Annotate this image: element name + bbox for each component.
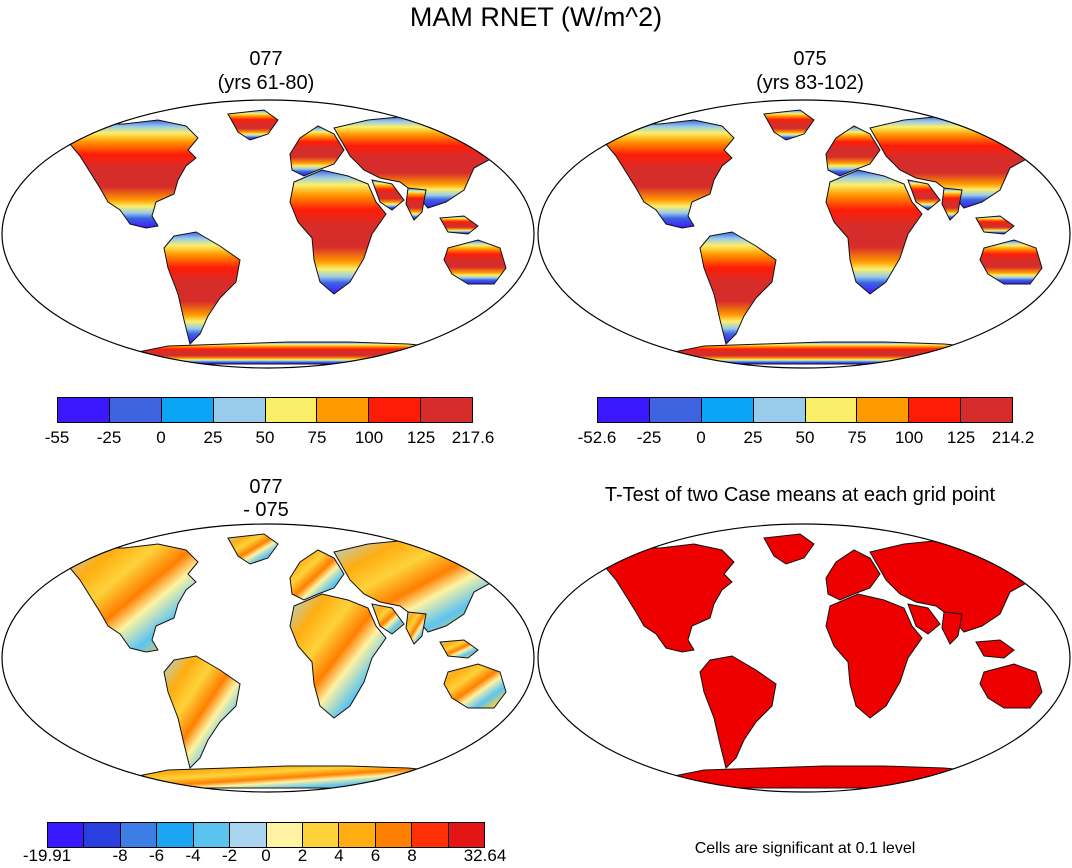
colorbar-cell [109, 398, 162, 422]
colorbar-cell [649, 398, 702, 422]
colorbar-cell [161, 398, 214, 422]
colorbar-tick-label: 8 [407, 846, 417, 865]
colorbar-tick-label: 75 [847, 428, 867, 447]
land-mass [603, 109, 1043, 365]
colorbar-tick-label: -8 [112, 846, 128, 865]
colorbar-tick-label: -19.91 [22, 846, 72, 865]
colorbar-tick-label: 4 [334, 846, 344, 865]
colorbar-cell [317, 398, 370, 422]
colorbar-difference-labels: -19.91 -8 -6 -4 -2 0 2 4 6 8 32.64 [23, 846, 506, 866]
colorbar-cell [701, 398, 754, 422]
land-mass [67, 533, 507, 789]
panel1-title-line1: 077 [249, 48, 283, 70]
colorbar-tick-label: -25 [636, 428, 662, 447]
colorbar-tick-label: 100 [894, 428, 924, 447]
colorbar-cell [266, 823, 303, 847]
colorbar-tick-label: 100 [354, 428, 384, 447]
colorbar-cell [157, 823, 194, 847]
colorbar-cell [339, 823, 376, 847]
significance-note: Cells are significant at 0.1 level [694, 840, 916, 857]
colorbar-tick-label: 50 [255, 428, 275, 447]
colorbar-075 [597, 397, 1013, 423]
colorbar-tick-label: 25 [203, 428, 223, 447]
colorbar-075-labels: -52.6 -25 0 25 50 75 100 125 214.2 [578, 428, 1035, 448]
colorbar-tick-label: -52.6 [577, 428, 617, 447]
colorbar-cell [302, 823, 340, 847]
colorbar-tick-label: 2 [297, 846, 308, 865]
colorbar-tick-label: 50 [795, 428, 815, 447]
colorbar-cell [448, 823, 485, 847]
colorbar-difference [47, 822, 485, 848]
colorbar-cell [213, 398, 266, 422]
panel1-title-line2: (yrs 61-80) [217, 72, 315, 94]
colorbar-cell [369, 398, 422, 422]
panel2-title-line1: 075 [793, 48, 827, 70]
colorbar-cell [412, 823, 449, 847]
colorbar-cell [598, 398, 650, 422]
colorbar-cell [48, 823, 85, 847]
colorbar-tick-label: 0 [696, 428, 706, 447]
colorbar-tick-label: 6 [370, 846, 381, 865]
colorbar-tick-label: 25 [743, 428, 763, 447]
colorbar-cell [265, 398, 318, 422]
colorbar-cell [193, 823, 231, 847]
colorbar-cell [753, 398, 806, 422]
colorbar-cell [909, 398, 962, 422]
panel4-title: T-Test of two Case means at each grid po… [604, 484, 996, 506]
colorbar-tick-label: -25 [96, 428, 122, 447]
land-mass [603, 533, 1043, 789]
colorbar-tick-label: 217.6 [451, 428, 495, 447]
colorbar-tick-label: 0 [156, 428, 166, 447]
colorbar-tick-label: -55 [44, 428, 70, 447]
colorbar-cell [375, 823, 413, 847]
figure-title: MAM RNET (W/m^2) [409, 2, 663, 32]
map-panel-ttest [537, 523, 1071, 793]
map-panel-075 [537, 99, 1071, 369]
colorbar-cell [120, 823, 158, 847]
colorbar-tick-label: 125 [406, 428, 436, 447]
colorbar-tick-label: 125 [946, 428, 976, 447]
map-panel-difference [1, 523, 535, 793]
colorbar-cell [805, 398, 858, 422]
colorbar-tick-label: 214.2 [991, 428, 1035, 447]
colorbar-cell [58, 398, 110, 422]
colorbar-077-labels: -55 -25 0 25 50 75 100 125 217.6 [45, 428, 495, 448]
colorbar-077 [57, 397, 473, 423]
panel3-title-line1: 077 [249, 476, 283, 498]
colorbar-tick-label: 0 [261, 846, 271, 865]
colorbar-cell [961, 398, 1012, 422]
colorbar-cell [857, 398, 910, 422]
colorbar-cell [84, 823, 121, 847]
colorbar-tick-label: -6 [148, 846, 165, 865]
colorbar-tick-label: -4 [185, 846, 201, 865]
colorbar-cell [421, 398, 472, 422]
colorbar-cell [230, 823, 267, 847]
colorbar-tick-label: 75 [307, 428, 327, 447]
colorbar-tick-label: -2 [221, 846, 238, 865]
panel2-title-line2: (yrs 83-102) [756, 72, 864, 94]
panel3-title-line2: - 075 [243, 499, 289, 521]
map-panel-077 [1, 99, 535, 369]
colorbar-tick-label: 32.64 [463, 846, 507, 865]
land-mass [67, 109, 507, 365]
